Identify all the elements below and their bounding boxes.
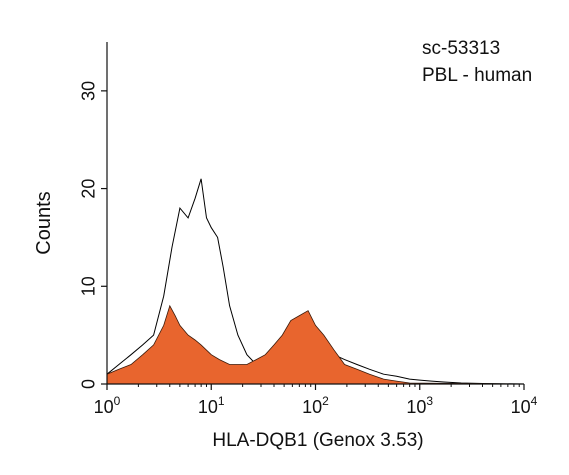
x-tick-label: 103 bbox=[406, 394, 433, 417]
annotation-antibody-id: sc-53313 bbox=[422, 38, 500, 59]
y-tick-label: 10 bbox=[78, 276, 98, 296]
y-tick-label: 30 bbox=[78, 81, 98, 101]
x-tick-label: 100 bbox=[94, 394, 121, 417]
axis-ticks: 0 10 20 30 100 101 102 103 104 bbox=[78, 81, 537, 417]
plot-area bbox=[107, 178, 524, 384]
annotation-sample: PBL - human bbox=[422, 65, 532, 86]
y-tick-label: 0 bbox=[78, 379, 98, 389]
y-axis-label: Counts bbox=[33, 191, 55, 254]
x-axis-label: HLA-DQB1 (Genox 3.53) bbox=[212, 430, 423, 451]
x-tick-label: 102 bbox=[302, 394, 329, 417]
x-tick-label: 104 bbox=[511, 394, 538, 417]
x-tick-label: 101 bbox=[198, 394, 225, 417]
histogram-filled-area bbox=[107, 304, 524, 384]
y-tick-label: 20 bbox=[78, 179, 98, 199]
